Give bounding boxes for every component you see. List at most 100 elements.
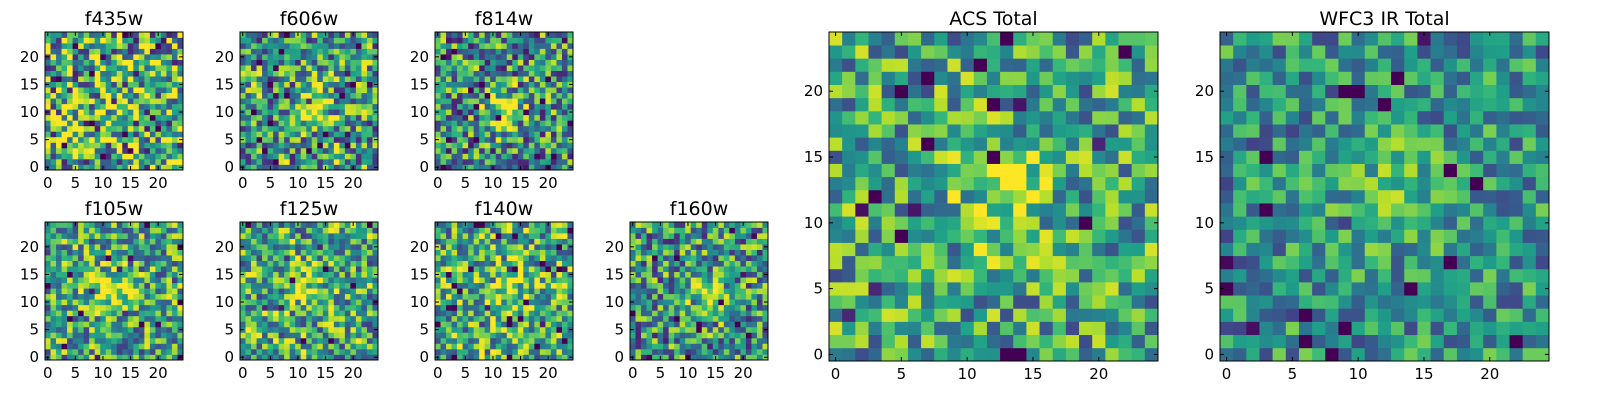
heatmap-cell: [144, 227, 151, 234]
heatmap-cell: [284, 153, 291, 160]
heatmap-cell: [523, 70, 530, 77]
heatmap-cell: [149, 153, 156, 160]
heatmap-cell: [829, 308, 843, 322]
heatmap-cell: [657, 238, 664, 245]
heatmap-cell: [278, 48, 285, 55]
heatmap-cell: [94, 343, 101, 350]
heatmap-cell: [696, 244, 703, 250]
heatmap-cell: [534, 54, 541, 60]
heatmap-cell: [490, 114, 497, 121]
heatmap-cell: [355, 332, 362, 339]
heatmap-cell: [556, 260, 563, 267]
heatmap-cell: [479, 103, 486, 110]
heatmap-cell: [868, 229, 882, 243]
heatmap-cell: [116, 304, 123, 311]
heatmap-cell: [446, 120, 452, 127]
heatmap-cell: [311, 343, 318, 350]
heatmap-cell: [1039, 229, 1054, 243]
heatmap-cell: [372, 32, 379, 38]
heatmap-cell: [479, 43, 486, 49]
heatmap-cell: [361, 81, 368, 88]
heatmap-cell: [712, 310, 719, 317]
heatmap-cell: [350, 109, 357, 116]
heatmap-cell: [473, 271, 480, 278]
heatmap-cell: [289, 244, 296, 250]
heatmap-cell: [350, 114, 357, 121]
heatmap-cell: [745, 255, 752, 261]
heatmap-cell: [122, 299, 129, 306]
heatmap-cell: [663, 277, 669, 284]
heatmap-cell: [960, 268, 975, 283]
heatmap-cell: [339, 48, 346, 55]
heatmap-cell: [127, 147, 134, 154]
heatmap-cell: [986, 163, 1001, 178]
heatmap-cell: [267, 37, 274, 44]
heatmap-cell: [144, 153, 151, 160]
heatmap-cell: [1065, 255, 1080, 270]
heatmap-cell: [723, 244, 730, 250]
heatmap-cell: [567, 238, 574, 245]
heatmap-cell: [100, 153, 107, 160]
heatmap-cell: [506, 233, 513, 239]
heatmap-cell: [328, 114, 335, 121]
heatmap-cell: [501, 227, 508, 234]
heatmap-cell: [446, 304, 452, 311]
heatmap-cell: [451, 109, 458, 116]
heatmap-cell: [78, 43, 84, 49]
heatmap-cell: [523, 114, 530, 121]
heatmap-cell: [947, 203, 961, 217]
heatmap-cell: [322, 98, 329, 105]
heatmap-cell: [652, 244, 658, 250]
heatmap-cell: [166, 310, 173, 317]
heatmap-cell: [484, 304, 491, 311]
heatmap-cell: [166, 354, 173, 361]
heatmap-cell: [1000, 347, 1014, 362]
heatmap-cell: [723, 343, 730, 350]
heatmap-cell: [539, 282, 546, 289]
heatmap-cell: [89, 120, 96, 127]
heatmap-cell: [1000, 334, 1014, 349]
heatmap-cell: [495, 92, 502, 99]
heatmap-cell: [127, 343, 134, 350]
heatmap-cell: [534, 321, 541, 328]
heatmap-cell: [934, 163, 948, 178]
heatmap-cell: [155, 125, 162, 132]
heatmap-cell: [306, 43, 313, 49]
heatmap-cell: [333, 244, 340, 250]
heatmap-cell: [829, 150, 843, 164]
heatmap-cell: [517, 299, 524, 306]
heatmap-cell: [72, 153, 79, 160]
heatmap-cell: [300, 109, 307, 116]
heatmap-cell: [138, 153, 145, 160]
heatmap-cell: [322, 227, 329, 234]
heatmap-cell: [490, 299, 497, 306]
x-tick-label: 5: [656, 364, 666, 382]
heatmap-cell: [50, 131, 57, 138]
heatmap-cell: [501, 32, 508, 38]
heatmap-cell: [556, 222, 563, 228]
heatmap-cell: [138, 255, 145, 261]
heatmap-cell: [545, 233, 552, 239]
heatmap-cell: [251, 103, 257, 110]
heatmap-cell: [171, 147, 178, 154]
heatmap-cell: [462, 76, 469, 83]
heatmap-cell: [462, 109, 469, 116]
heatmap-cell: [646, 238, 653, 245]
heatmap-cell: [679, 310, 686, 317]
x-tick-label: 0: [628, 364, 638, 382]
heatmap-cell: [322, 337, 329, 344]
heatmap-cell: [490, 153, 497, 160]
heatmap-cell: [339, 326, 346, 333]
heatmap-cell: [528, 81, 535, 88]
heatmap-cell: [1013, 203, 1027, 217]
heatmap-cell: [355, 277, 362, 284]
heatmap-cell: [56, 153, 62, 160]
heatmap-cell: [696, 222, 703, 228]
heatmap-cell: [473, 277, 480, 284]
heatmap-cell: [435, 70, 441, 77]
heatmap-cell: [289, 76, 296, 83]
heatmap-cell: [1092, 189, 1106, 204]
heatmap-cell: [160, 109, 167, 116]
heatmap-cell: [842, 150, 856, 164]
heatmap-cell: [729, 260, 736, 267]
